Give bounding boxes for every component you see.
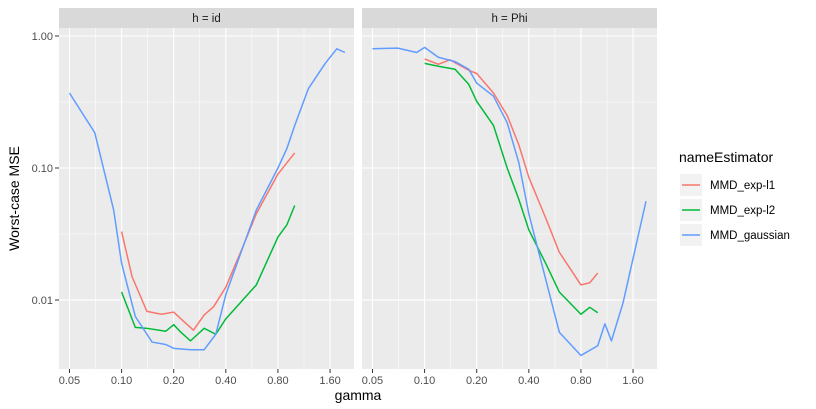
y-tick-label: 0.10 [32,163,53,175]
panel-background [362,28,657,369]
x-axis-title: gamma [335,387,382,403]
y-tick-label: 1.00 [32,31,53,43]
series-line-mmd-gaussian [372,46,647,357]
x-tick-label: 0.20 [163,375,184,387]
legend-label: MMD_gaussian [710,230,790,242]
x-tick-label: 0.05 [362,375,383,387]
x-tick-label: 0.40 [215,375,236,387]
facet-strip-label: h = Phi [491,13,527,25]
series-line-mmd-exp-l2 [424,62,599,315]
series-line-mmd-gaussian [68,48,346,351]
series-line-mmd-exp-l1 [120,152,296,331]
legend: nameEstimator MMD_exp-l1 MMD_exp-l2 MMD_ga… [679,149,790,246]
facet-panel: h = id 0.05 0.10 0.20 0.40 0.80 1.60 0.01 0.10 1.… [32,8,354,387]
panel-background [59,28,354,369]
legend-label: MMD_exp-l1 [710,180,775,192]
facet-strip-label: h = id [192,13,220,25]
x-tick-label: 1.60 [622,375,643,387]
panels-layer: h = id 0.05 0.10 0.20 0.40 0.80 1.60 0.01 0.10 1.… [32,8,657,387]
x-tick-label: 0.10 [414,375,435,387]
y-axis-title: Worst-case MSE [6,146,22,251]
x-tick-label: 0.80 [267,375,288,387]
x-tick-label: 0.40 [518,375,539,387]
legend-title: nameEstimator [679,149,773,165]
series-line-mmd-exp-l2 [120,205,296,342]
x-tick-label: 0.20 [466,375,487,387]
x-tick-label: 0.80 [570,375,591,387]
y-tick-label: 0.01 [32,295,53,307]
x-tick-label: 1.60 [319,375,340,387]
facet-panel: h = Phi 0.05 0.10 0.20 0.40 0.80 1.60 [362,8,657,387]
x-tick-label: 0.10 [111,375,132,387]
facet-strip [59,8,354,28]
legend-label: MMD_exp-l2 [710,205,775,217]
x-tick-label: 0.05 [59,375,80,387]
facet-strip [362,8,657,28]
